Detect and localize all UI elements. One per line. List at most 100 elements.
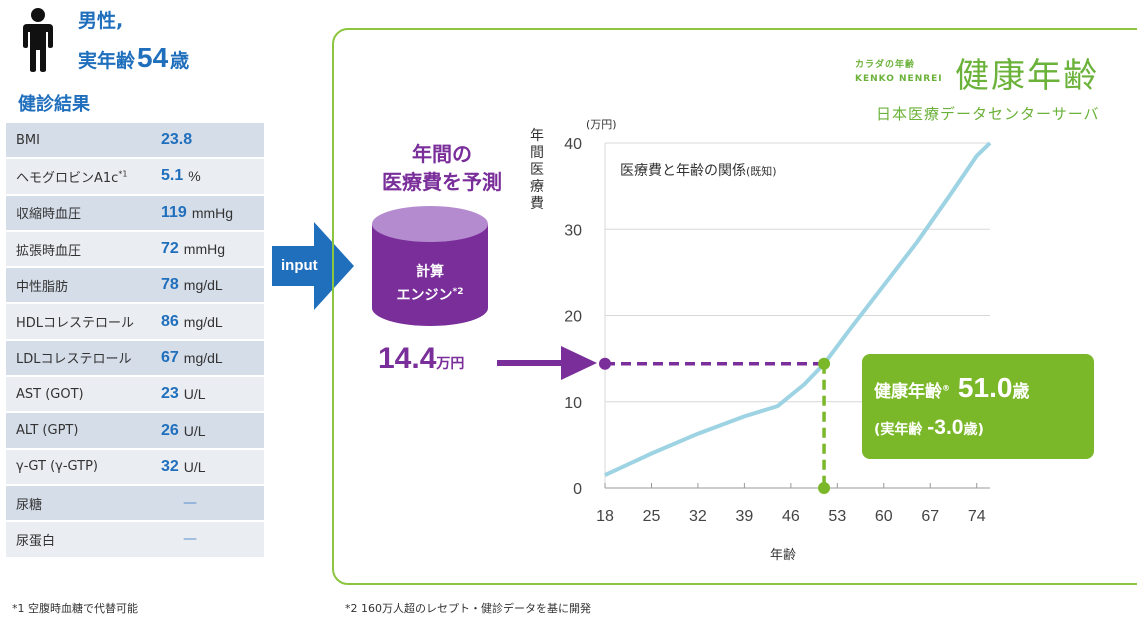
result-label: 尿糖 bbox=[6, 494, 161, 513]
prediction-panel bbox=[332, 28, 1137, 585]
result-unit: % bbox=[188, 168, 201, 185]
result-label-text: 中性脂肪 bbox=[16, 279, 69, 295]
result-row: ヘモグロビンA1c*1 5.1% bbox=[6, 159, 264, 196]
result-value: 67 bbox=[161, 348, 179, 366]
result-row: AST (GOT) 23 U/L bbox=[6, 377, 264, 414]
result-label: γ-GT (γ-GTP) bbox=[6, 459, 161, 474]
result-label-text: LDLコレステロール bbox=[16, 352, 132, 368]
brand-logo-text: 健康年齢 bbox=[955, 56, 1099, 96]
result-row: LDLコレステロール 67 mg/dL bbox=[6, 340, 264, 378]
result-value: 119 bbox=[161, 203, 187, 221]
cost-unit: 万円 bbox=[436, 356, 465, 372]
result-label-text: 尿蛋白 bbox=[16, 533, 56, 549]
result-label: LDLコレステロール bbox=[6, 348, 161, 367]
brand-small-text: カラダの年齢 KENKO NENREI bbox=[855, 58, 943, 86]
y-tick-label: 0 bbox=[573, 481, 582, 498]
result-value: 78 bbox=[161, 276, 179, 294]
y-tick-label: 30 bbox=[564, 222, 582, 239]
age-point bbox=[818, 482, 831, 494]
result-row: 収縮時血圧 119 mmHg bbox=[6, 195, 264, 232]
result-label: AST (GOT) bbox=[6, 387, 161, 402]
health-age-suffix: 歳 bbox=[1012, 382, 1030, 402]
result-dash: — bbox=[183, 495, 197, 512]
result-unit: U/L bbox=[183, 386, 206, 403]
result-value: 72 bbox=[161, 240, 179, 258]
age-prefix: 実年齢 bbox=[78, 50, 136, 72]
x-tick-label: 53 bbox=[828, 508, 846, 525]
result-unit: U/L bbox=[183, 458, 206, 475]
result-unit: mg/dL bbox=[183, 277, 223, 294]
result-label: 中性脂肪 bbox=[6, 276, 161, 295]
result-footnote-mark: *1 bbox=[118, 169, 128, 179]
result-label-text: 尿糖 bbox=[16, 497, 43, 513]
result-value: 32 bbox=[161, 457, 179, 475]
footnote-1: *1 空腹時血糖で代替可能 bbox=[12, 602, 138, 615]
result-label: 収縮時血圧 bbox=[6, 203, 161, 222]
cost-value: 14.4 bbox=[378, 342, 437, 375]
curve-point bbox=[818, 357, 831, 370]
engine-footnote-mark: *2 bbox=[452, 287, 464, 297]
result-label-text: ヘモグロビンA1c bbox=[16, 170, 119, 186]
cost-arrow bbox=[497, 346, 597, 380]
result-value: 23 bbox=[161, 385, 179, 403]
gender-label: 男性, bbox=[78, 10, 124, 32]
x-tick-label: 25 bbox=[643, 508, 661, 525]
age-difference: (実年齢 -3.0歳) bbox=[874, 416, 984, 440]
result-row: 中性脂肪 78 mg/dL bbox=[6, 268, 264, 305]
predict-title-line1: 年間の bbox=[412, 142, 472, 166]
predict-title-line2: 医療費を予測 bbox=[382, 170, 502, 194]
health-age-value: 51.0 bbox=[957, 372, 1013, 403]
y-tick-label: 20 bbox=[564, 309, 582, 326]
result-label: 拡張時血圧 bbox=[6, 240, 161, 259]
result-unit: mg/dL bbox=[183, 349, 223, 366]
cost-point bbox=[599, 357, 611, 370]
brand-small-line2: KENKO NENREI bbox=[855, 74, 943, 84]
x-tick-label: 67 bbox=[921, 508, 939, 525]
y-axis-label: 年間医療費 bbox=[530, 128, 544, 212]
result-unit: U/L bbox=[183, 422, 206, 439]
x-tick-label: 60 bbox=[875, 508, 893, 525]
result-label-text: BMI bbox=[16, 132, 40, 148]
diff-prefix: (実年齢 bbox=[874, 422, 923, 438]
result-label-text: γ-GT (γ-GTP) bbox=[16, 459, 98, 475]
brand-small-line1: カラダの年齢 bbox=[855, 60, 916, 70]
result-label-text: ALT (GPT) bbox=[16, 423, 79, 439]
x-tick-label: 32 bbox=[689, 508, 707, 525]
result-label: HDLコレステロール bbox=[6, 312, 161, 331]
engine-label-text: エンジン bbox=[396, 287, 453, 304]
result-unit: mmHg bbox=[183, 241, 226, 258]
result-label-text: 収縮時血圧 bbox=[16, 207, 82, 223]
result-label-text: HDLコレステロール bbox=[16, 316, 135, 332]
checkup-results-table: BMI 23.8 ヘモグロビンA1c*1 5.1% 収縮時血圧 119 mmHg 拡張時血圧 7… bbox=[6, 123, 264, 559]
actual-age: 実年齢54 歳 bbox=[78, 42, 189, 74]
result-row: HDLコレステロール 86 mg/dL bbox=[6, 304, 264, 341]
result-row: 拡張時血圧 72 mmHg bbox=[6, 231, 264, 269]
x-tick-label: 74 bbox=[968, 508, 986, 525]
result-label-text: 拡張時血圧 bbox=[16, 243, 82, 259]
person-icon bbox=[23, 8, 53, 72]
results-title: 健診結果 bbox=[18, 94, 90, 115]
brand-subtitle: 日本医療データセンターサーバ bbox=[876, 105, 1100, 123]
result-row: 尿糖 — bbox=[6, 485, 264, 523]
x-axis-label: 年齢 bbox=[770, 548, 797, 563]
y-tick-label: 10 bbox=[564, 395, 582, 412]
x-tick-label: 18 bbox=[596, 508, 614, 525]
result-row: 尿蛋白 — bbox=[6, 522, 264, 559]
result-dash: — bbox=[183, 531, 197, 548]
health-age-result: 健康年齢® 51.0歳 (実年齢 -3.0歳) bbox=[862, 354, 1094, 459]
result-label: 尿蛋白 bbox=[6, 530, 161, 549]
result-row: ALT (GPT) 26 U/L bbox=[6, 413, 264, 450]
predicted-cost: 14.4万円 bbox=[378, 342, 464, 376]
x-tick-label: 39 bbox=[735, 508, 753, 525]
result-unit: mg/dL bbox=[183, 313, 223, 330]
health-age-label: 健康年齢 bbox=[874, 382, 942, 402]
predict-title: 年間の 医療費を予測 bbox=[362, 140, 522, 196]
footnote-2: *2 160万人超のレセプト・健診データを基に開発 bbox=[345, 602, 591, 615]
engine-label-line1: 計算 bbox=[416, 264, 444, 280]
y-tick-label: 40 bbox=[564, 136, 582, 153]
result-row: BMI 23.8 bbox=[6, 123, 264, 160]
result-row: γ-GT (γ-GTP) 32 U/L bbox=[6, 449, 264, 486]
cost-age-chart: 0 10 20 30 40 18 25 32 39 46 53 60 67 74 bbox=[564, 136, 992, 525]
registered-mark: ® bbox=[942, 383, 950, 393]
result-value: 86 bbox=[161, 312, 179, 330]
